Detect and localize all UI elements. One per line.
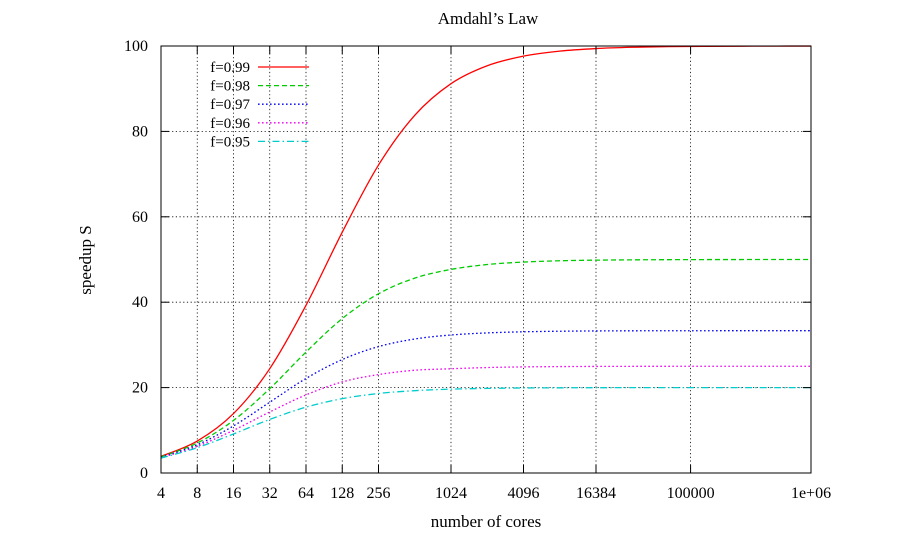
curves	[160, 45, 812, 459]
x-tick-label: 64	[298, 485, 314, 502]
x-tick-label: 100000	[667, 485, 715, 502]
series-line-f=0.96	[160, 365, 811, 459]
grid	[161, 46, 811, 473]
x-tick-label: 16384	[576, 485, 616, 502]
chart-title: Amdahl’s Law	[438, 9, 539, 28]
y-tick-label: 100	[124, 38, 148, 55]
x-tick-label: 1024	[435, 485, 467, 502]
x-tick-label: 256	[366, 485, 390, 502]
y-axis-label: speedup S	[76, 225, 95, 294]
x-tick-label: 16	[225, 485, 241, 502]
ticks: 4 8 16 32 64 128 256 1024 4096 16384 100000 1e+06 0 2…	[124, 38, 831, 502]
legend-label: f=0.96	[210, 116, 250, 132]
legend-label: f=0.95	[210, 134, 250, 150]
legend: f=0.99 f=0.98 f=0.97 f=0.96 f=0.95	[210, 60, 309, 150]
legend-label: f=0.98	[210, 79, 250, 95]
series-line-f=0.95	[160, 386, 811, 459]
x-tick-label: 8	[193, 485, 201, 502]
y-tick-label: 60	[132, 209, 148, 226]
x-tick-label: 128	[330, 485, 354, 502]
series-line-f=0.99	[160, 45, 812, 458]
y-tick-label: 20	[132, 380, 148, 397]
legend-label: f=0.99	[210, 60, 250, 76]
x-tick-label: 4096	[507, 485, 539, 502]
plot-frame	[160, 45, 812, 474]
x-tick-label: 1e+06	[791, 485, 831, 502]
series-line-f=0.97	[160, 330, 811, 458]
y-tick-label: 40	[132, 294, 148, 311]
legend-label: f=0.97	[210, 97, 250, 113]
series-line-f=0.98	[160, 258, 812, 458]
x-axis-label: number of cores	[431, 512, 541, 531]
x-tick-label: 32	[262, 485, 278, 502]
x-tick-label: 4	[157, 485, 165, 502]
y-tick-label: 0	[140, 465, 148, 482]
y-tick-label: 80	[132, 123, 148, 140]
